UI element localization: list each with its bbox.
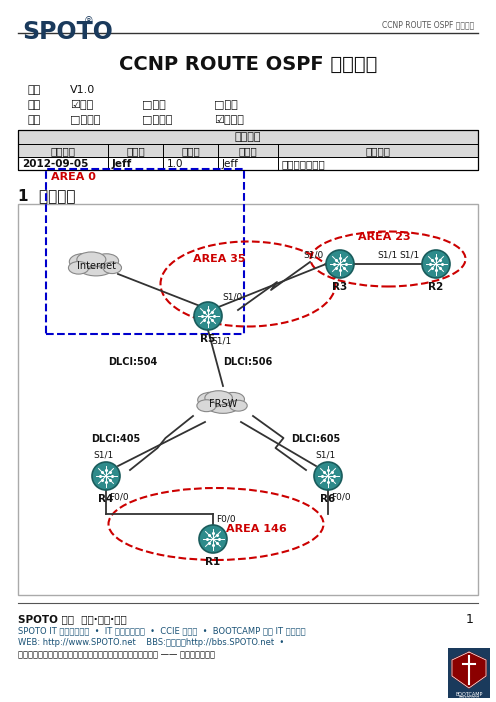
Bar [18,204,478,595]
Text: FRSW: FRSW [209,399,237,409]
Circle shape [422,250,450,278]
Text: WEB: http://www.SPOTO.net    BBS:（网络）http://bbs.SPOTO.net  •: WEB: http://www.SPOTO.net BBS:（网络）http:/… [18,638,284,647]
Text: DLCI:506: DLCI:506 [223,357,273,367]
Text: R6: R6 [320,494,336,504]
Ellipse shape [69,253,97,270]
Text: R1: R1 [205,557,221,567]
Circle shape [326,250,354,278]
Bar [18,157,478,170]
Text: ®: ® [84,16,94,26]
Text: ☑开放: ☑开放 [70,100,93,110]
Ellipse shape [205,395,241,413]
Text: 修订记录: 修订记录 [235,133,261,143]
Text: S1/0: S1/0 [222,293,242,302]
Text: DLCI:605: DLCI:605 [291,434,341,444]
Bar [18,130,478,144]
Text: R3: R3 [332,282,348,292]
Text: AREA 23: AREA 23 [358,232,411,242]
Text: 1  实验拓扑: 1 实验拓扑 [18,188,75,203]
Ellipse shape [77,256,115,276]
Text: □内部: □内部 [142,100,166,110]
Text: F0/0: F0/0 [331,492,351,501]
Text: ☑正式版: ☑正式版 [214,115,244,125]
Text: S1/1: S1/1 [94,451,114,460]
Text: Jeff: Jeff [222,159,239,169]
Text: DLCI:405: DLCI:405 [91,434,141,444]
Circle shape [199,525,227,553]
Text: AREA 35: AREA 35 [193,254,246,264]
Text: S1/1: S1/1 [400,251,420,260]
Text: S1/1: S1/1 [378,250,398,259]
Text: CCNP ROUTE OSPF 综合实验: CCNP ROUTE OSPF 综合实验 [119,55,377,74]
Text: SPOTO 全球  培训·项目·人才: SPOTO 全球 培训·项目·人才 [18,614,127,624]
Text: 版本号: 版本号 [181,146,200,156]
Ellipse shape [205,391,232,405]
Text: F0/0: F0/0 [109,492,128,501]
Bar [46,169,244,334]
Text: R2: R2 [429,282,443,292]
Text: F0/0: F0/0 [216,514,236,523]
Text: SPOTO: SPOTO [22,20,113,44]
Text: 修订日期: 修订日期 [51,146,75,156]
Polygon shape [452,652,486,688]
Text: S1/1: S1/1 [316,451,336,460]
Ellipse shape [68,262,89,274]
Text: 修订说明: 修订说明 [366,146,390,156]
Text: BOOTCAMP: BOOTCAMP [455,692,483,697]
Text: □机密: □机密 [214,100,238,110]
Text: V1.0: V1.0 [70,85,95,95]
Text: Jeff: Jeff [112,159,132,169]
Ellipse shape [221,392,245,406]
Ellipse shape [94,253,119,268]
Bar [18,130,478,170]
Text: 审核人: 审核人 [239,146,257,156]
Text: 2012-09-05: 2012-09-05 [22,159,88,169]
Text: R4: R4 [98,494,114,504]
Ellipse shape [197,399,216,411]
Bar [448,648,490,698]
Text: 修订人: 修订人 [126,146,145,156]
Text: □测试版: □测试版 [142,115,173,125]
Text: 全真IT项目实战班: 全真IT项目实战班 [458,695,480,699]
Bar [18,144,478,157]
Circle shape [92,462,120,490]
Text: S1/1: S1/1 [211,336,231,345]
Text: Internet: Internet [76,261,116,271]
Ellipse shape [198,392,224,408]
Text: SPOTO IT 人才培训机构  •  IT 人才解决方案  •  CCIE 实验室  •  BOOTCAMP 全真 IT 项目实战: SPOTO IT 人才培训机构 • IT 人才解决方案 • CCIE 实验室 •… [18,626,306,635]
Ellipse shape [77,252,106,267]
Text: DLCI:504: DLCI:504 [108,357,158,367]
Circle shape [314,462,342,490]
Text: □讨论版: □讨论版 [70,115,100,125]
Text: 1.0: 1.0 [167,159,184,169]
Ellipse shape [230,400,247,411]
Text: AREA 146: AREA 146 [226,524,287,534]
Text: 文档模板规范化: 文档模板规范化 [282,159,326,169]
Ellipse shape [103,262,122,274]
Text: R5: R5 [200,334,216,344]
Circle shape [194,302,222,330]
Text: AREA 0: AREA 0 [51,172,96,182]
Text: 密级: 密级 [28,100,41,110]
Text: CCNP ROUTE OSPF 综合实验: CCNP ROUTE OSPF 综合实验 [382,20,474,29]
Text: 版本: 版本 [28,85,41,95]
Text: 1: 1 [466,613,474,626]
Text: 以伙伴关系帮助客户成功，帮助员工成功，帮助合作伙伴成功。 —— 我们共创未来！: 以伙伴关系帮助客户成功，帮助员工成功，帮助合作伙伴成功。 —— 我们共创未来！ [18,650,215,659]
Text: S1/0: S1/0 [304,251,324,260]
Text: 类型: 类型 [28,115,41,125]
